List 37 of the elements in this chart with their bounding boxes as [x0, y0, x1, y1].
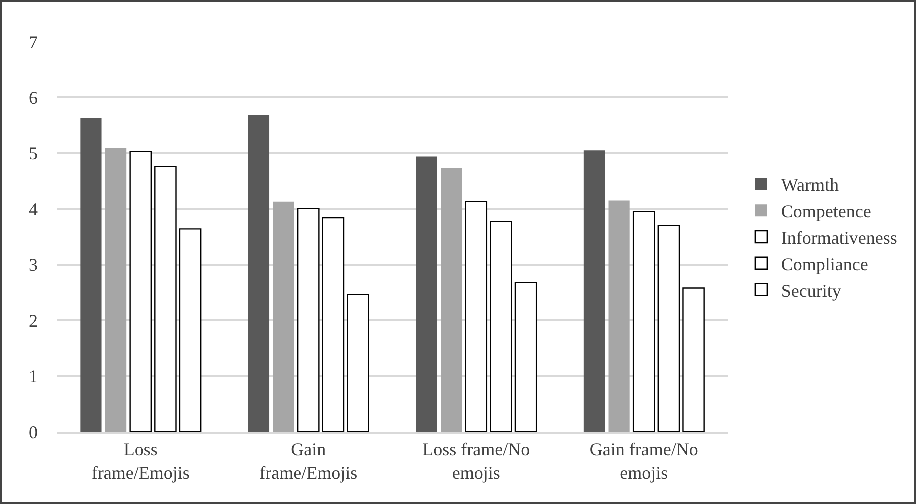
- y-tick-label: 6: [29, 88, 38, 108]
- bar: [130, 151, 152, 432]
- y-tick-label: 0: [29, 422, 38, 442]
- y-tick-label: 2: [29, 310, 38, 331]
- bar: [632, 211, 656, 432]
- x-tick-label: Loss frame/No emojis: [422, 440, 530, 483]
- bar: [682, 288, 705, 432]
- x-tick-label: Gain frame/No emojis: [590, 440, 698, 483]
- bar: [416, 156, 438, 432]
- legend-label: Compliance: [781, 254, 868, 274]
- legend-label: Security: [781, 280, 842, 301]
- bar: [80, 118, 102, 432]
- bar: [347, 294, 370, 432]
- y-tick-label: 5: [29, 144, 38, 164]
- bar: [106, 148, 127, 432]
- x-tick-label: Loss frame/Emojis: [92, 440, 190, 483]
- x-tick-label: Gain frame/Emojis: [260, 440, 358, 483]
- y-tick-label: 1: [29, 366, 38, 387]
- bar: [297, 208, 320, 432]
- y-tick-label: 3: [29, 255, 38, 276]
- bar: [154, 166, 177, 432]
- legend-label: Competence: [781, 202, 872, 222]
- legend-label: Warmth: [781, 175, 839, 196]
- bar: [322, 217, 345, 432]
- bar: [584, 150, 606, 432]
- bar: [514, 282, 538, 432]
- bar: [248, 116, 270, 432]
- bar: [273, 202, 294, 432]
- bar: [465, 201, 488, 432]
- bar: [608, 200, 630, 432]
- legend-label: Informativeness: [781, 228, 898, 248]
- bar: [490, 221, 512, 432]
- bar: [441, 168, 462, 432]
- y-tick-label: 4: [29, 199, 38, 220]
- bar: [179, 228, 202, 432]
- y-tick-label: 7: [29, 32, 38, 52]
- bar: [658, 225, 680, 432]
